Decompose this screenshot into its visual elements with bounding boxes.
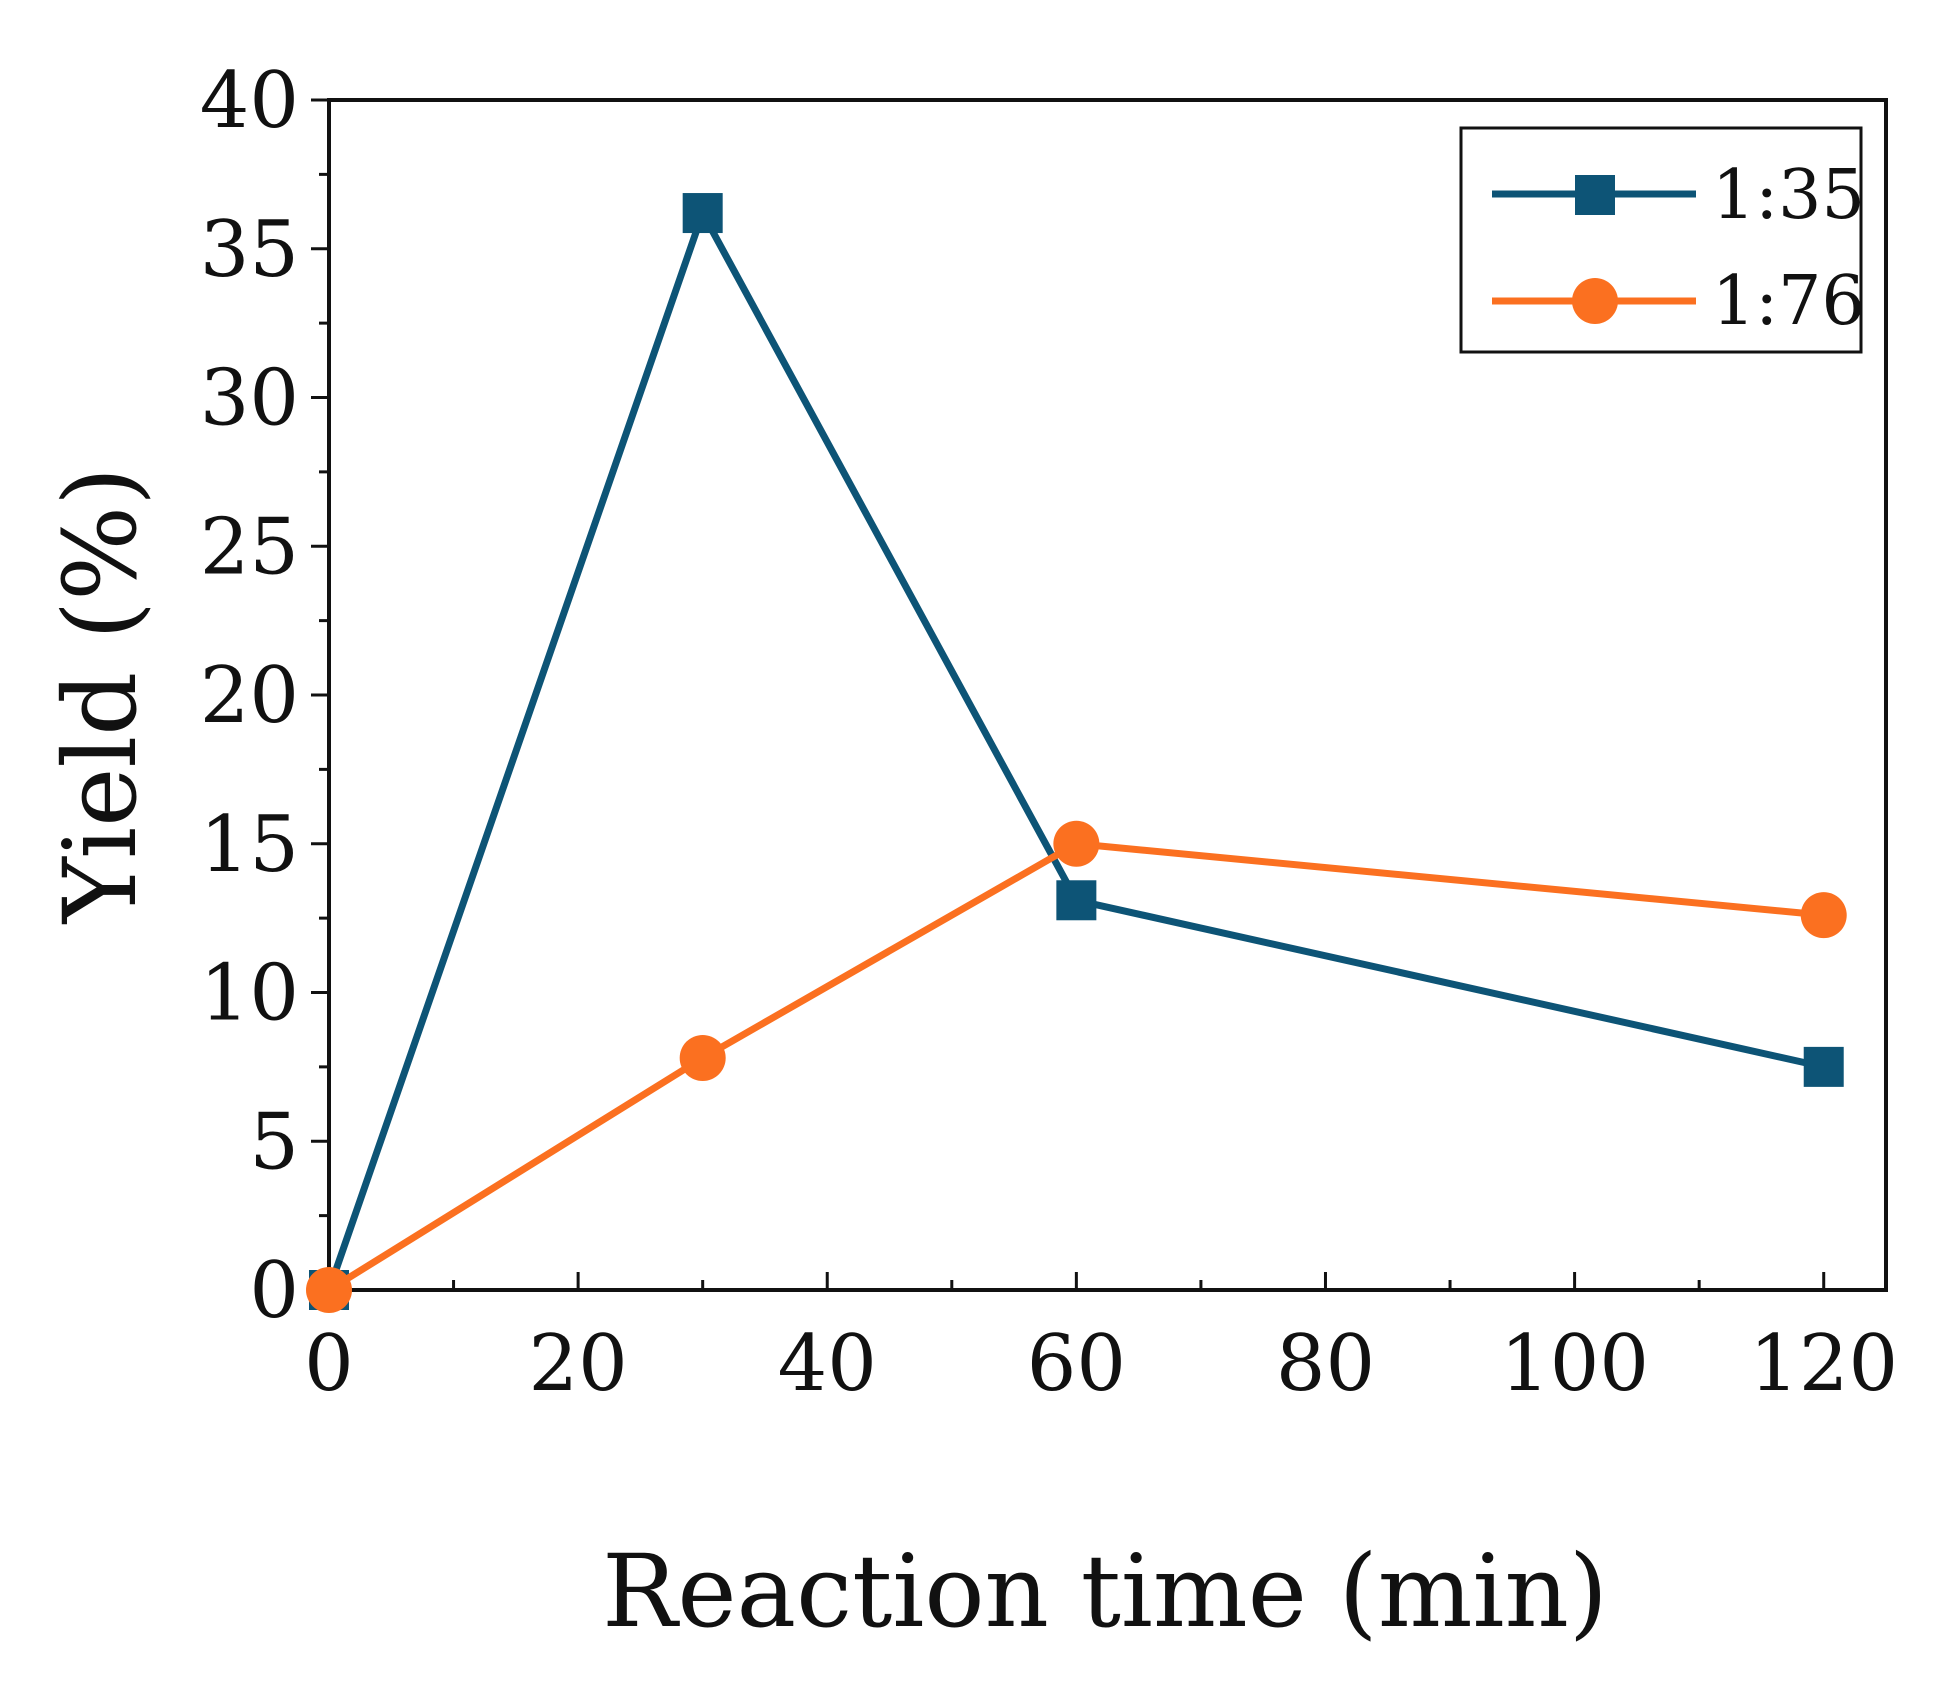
y-tick-label: 40 — [200, 56, 299, 146]
x-tick-label: 120 — [1749, 1319, 1898, 1409]
series-layer — [306, 193, 1847, 1313]
y-tick-label: 20 — [200, 651, 299, 741]
x-axis-title: Reaction time (min) — [602, 1533, 1608, 1650]
y-tick-label: 35 — [200, 205, 299, 295]
legend-label-1-35: 1:35 — [1712, 156, 1865, 235]
plot-frame — [327, 98, 1888, 1292]
y-tick-label: 5 — [249, 1097, 299, 1187]
data-point-1-35 — [682, 193, 723, 234]
legend-marker-circle — [1572, 278, 1618, 324]
series-line-1-35 — [325, 204, 1825, 1292]
x-tick-label: 80 — [1276, 1319, 1375, 1409]
y-tick-label: 10 — [200, 949, 299, 1039]
y-tick-label: 30 — [200, 354, 299, 444]
legend-box — [1459, 126, 1863, 354]
data-point-1-76 — [1800, 892, 1847, 939]
tick-labels: 0 20 40 60 80 100 120 0 5 10 15 20 25 30 35 40 — [200, 56, 1898, 1409]
x-tick-label: 60 — [1027, 1319, 1126, 1409]
series-line-1-76 — [327, 840, 1825, 1293]
data-point-1-35 — [1803, 1046, 1844, 1087]
legend-marker-square — [1575, 175, 1615, 215]
x-tick-label: 100 — [1500, 1319, 1649, 1409]
x-tick-label: 20 — [528, 1319, 627, 1409]
data-point-1-76 — [306, 1267, 352, 1313]
data-point-1-76 — [1053, 820, 1100, 867]
x-tick-label: 0 — [304, 1319, 354, 1409]
y-axis-title: Yield (%) — [42, 467, 159, 925]
legend: 1:35 1:76 — [1459, 126, 1865, 354]
legend-label-1-76: 1:76 — [1712, 262, 1865, 341]
data-point-1-76 — [679, 1034, 726, 1081]
y-tick-label: 25 — [200, 502, 299, 592]
axis-ticks — [311, 98, 1826, 1292]
data-point-1-35 — [1056, 880, 1097, 921]
y-tick-label: 0 — [249, 1246, 299, 1336]
y-tick-label: 15 — [200, 800, 299, 890]
x-tick-label: 40 — [778, 1319, 877, 1409]
